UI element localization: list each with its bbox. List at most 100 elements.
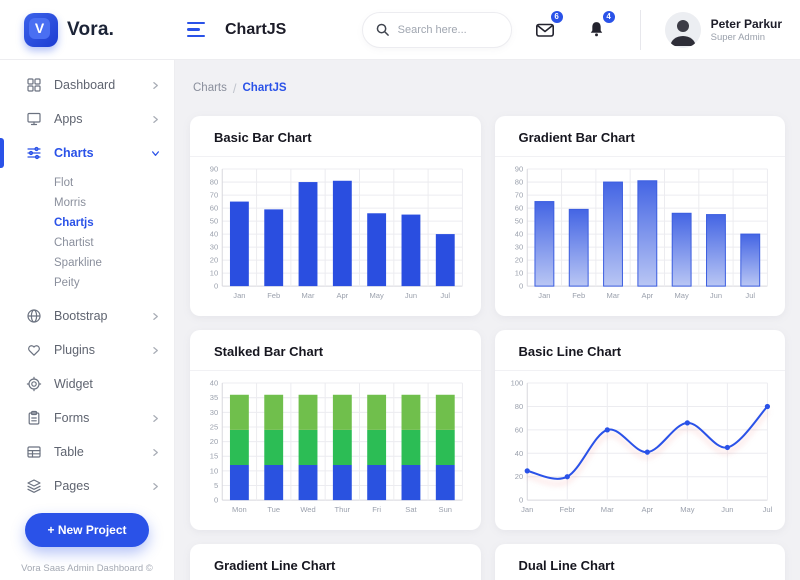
sidebar-item-label: Table [54, 445, 84, 459]
breadcrumb: Charts / ChartJS [193, 78, 785, 98]
svg-text:90: 90 [210, 165, 218, 174]
sidebar-nav: Dashboard Apps Charts Flot Morris Chartjs Char… [0, 68, 174, 503]
chevron-right-icon [151, 448, 160, 457]
sidebar-item-label: Bootstrap [54, 309, 108, 323]
charts-submenu: Flot Morris Chartjs Chartist Sparkline Peity [0, 170, 174, 299]
sidebar-subitem-morris[interactable]: Morris [54, 197, 86, 209]
chevron-right-icon [151, 115, 160, 124]
chevron-right-icon [151, 414, 160, 423]
sidebar-item-label: Widget [54, 377, 93, 391]
table-icon [25, 444, 42, 461]
chevron-right-icon [151, 312, 160, 321]
svg-text:Feb: Feb [572, 291, 585, 300]
svg-text:30: 30 [210, 408, 218, 417]
main-content: Charts / ChartJS Basic Bar Chart 0 10 20 30 4… [175, 60, 800, 580]
sidebar-item-pages[interactable]: Pages [0, 469, 174, 503]
basic-bar-chart: 0 10 20 30 40 50 60 70 80 90 Jan Feb Mar Apr May Jun Jul [210, 165, 463, 300]
sidebar-item-table[interactable]: Table [0, 435, 174, 469]
svg-text:Mar: Mar [302, 291, 315, 300]
bootstrap-icon [25, 308, 42, 325]
svg-text:Jan: Jan [521, 505, 533, 514]
svg-text:Apr: Apr [641, 291, 653, 300]
svg-text:May: May [370, 291, 384, 300]
sidebar-item-forms[interactable]: Forms [0, 401, 174, 435]
card-dual-line-chart: Dual Line Chart [494, 544, 786, 580]
card-title: Stalked Bar Chart [214, 344, 324, 359]
svg-text:40: 40 [514, 449, 522, 458]
svg-text:40: 40 [514, 230, 522, 239]
svg-text:Mon: Mon [232, 505, 247, 514]
new-project-button[interactable]: + New Project [25, 512, 149, 547]
svg-text:60: 60 [514, 425, 522, 434]
top-bar: V Vora. ChartJS 6 4 [0, 0, 800, 60]
svg-text:Mar: Mar [606, 291, 619, 300]
sidebar-item-bootstrap[interactable]: Bootstrap [0, 299, 174, 333]
card-header: Dual Line Chart [495, 544, 786, 580]
sidebar-subitem-peity[interactable]: Peity [54, 277, 80, 289]
sidebar-subitem-chartjs[interactable]: Chartjs [54, 217, 94, 229]
svg-text:0: 0 [519, 496, 523, 505]
svg-text:Sat: Sat [405, 505, 417, 514]
svg-text:Fri: Fri [372, 505, 381, 514]
search-input[interactable] [397, 23, 499, 36]
breadcrumb-parent[interactable]: Charts [193, 82, 227, 94]
logo-letter: V [29, 17, 50, 39]
sidebar-item-dashboard[interactable]: Dashboard [0, 68, 174, 102]
card-body: 0 10 20 30 40 50 60 70 80 90 Jan Feb Mar Apr May Jun Jul [495, 157, 786, 308]
basic-line-chart: 0 20 40 60 80 100 Jan Febr Mar Apr May Jun Jul [510, 379, 772, 515]
sidebar-item-widget[interactable]: Widget [0, 367, 174, 401]
svg-text:Apr: Apr [641, 505, 653, 514]
svg-text:10: 10 [514, 269, 522, 278]
svg-text:0: 0 [519, 282, 523, 291]
messages-button[interactable]: 6 [530, 8, 565, 45]
svg-text:50: 50 [514, 217, 522, 226]
svg-text:5: 5 [214, 481, 218, 490]
apps-icon [25, 111, 42, 128]
svg-text:100: 100 [510, 379, 523, 388]
breadcrumb-separator: / [232, 80, 237, 96]
sidebar-item-label: Plugins [54, 343, 95, 357]
top-bar-main: ChartJS 6 4 Peter [175, 8, 800, 50]
notifications-count-badge: 4 [600, 8, 617, 25]
svg-text:Jun: Jun [721, 505, 733, 514]
svg-text:20: 20 [210, 437, 218, 446]
svg-text:Jul: Jul [762, 505, 772, 514]
brand-logo[interactable]: V Vora. [0, 12, 175, 47]
sidebar-item-label: Pages [54, 479, 90, 493]
svg-text:0: 0 [214, 282, 218, 291]
sidebar-subitem-sparkline[interactable]: Sparkline [54, 257, 102, 269]
svg-text:70: 70 [210, 191, 218, 200]
sidebar-subitem-flot[interactable]: Flot [54, 177, 74, 189]
card-body: 0 10 20 30 40 50 60 70 80 90 Jan Feb Mar Apr May Jun Jul [190, 157, 481, 308]
sidebar-item-apps[interactable]: Apps [0, 102, 174, 136]
mail-icon [535, 23, 554, 37]
svg-text:Thur: Thur [335, 505, 351, 514]
card-title: Gradient Bar Chart [518, 130, 635, 145]
sidebar-item-charts[interactable]: Charts [0, 136, 174, 170]
user-avatar [664, 11, 701, 48]
hamburger-menu-icon[interactable] [187, 21, 207, 38]
sidebar-item-plugins[interactable]: Plugins [0, 333, 174, 367]
svg-text:Febr: Febr [559, 505, 575, 514]
svg-text:Jun: Jun [405, 291, 417, 300]
card-header: Stalked Bar Chart [190, 330, 481, 371]
chevron-right-icon [151, 482, 160, 491]
svg-text:30: 30 [210, 243, 218, 252]
sidebar-subitem-chartist[interactable]: Chartist [54, 237, 94, 249]
bell-icon [590, 22, 603, 37]
brand-name: Vora. [67, 18, 115, 40]
card-stalked-bar-chart: Stalked Bar Chart 0 5 10 15 20 25 30 35 40 Mon Tue W… [190, 330, 481, 530]
svg-text:60: 60 [210, 204, 218, 213]
chevron-right-icon [151, 346, 160, 355]
pages-icon [25, 478, 42, 495]
notifications-button[interactable]: 4 [582, 8, 617, 45]
card-header: Gradient Bar Chart [494, 116, 785, 157]
sidebar-item-label: Forms [54, 411, 90, 425]
stalked-bar-chart: 0 5 10 15 20 25 30 35 40 Mon Tue Wed Thur Fri Sat Sun [210, 379, 463, 514]
user-profile[interactable]: Peter Parkur Super Admin [664, 11, 782, 48]
svg-text:Wed: Wed [300, 505, 315, 514]
search-box[interactable] [361, 11, 512, 48]
card-gradient-line-chart: Gradient Line Chart [190, 544, 481, 580]
svg-text:10: 10 [210, 466, 218, 475]
svg-text:80: 80 [210, 178, 218, 187]
